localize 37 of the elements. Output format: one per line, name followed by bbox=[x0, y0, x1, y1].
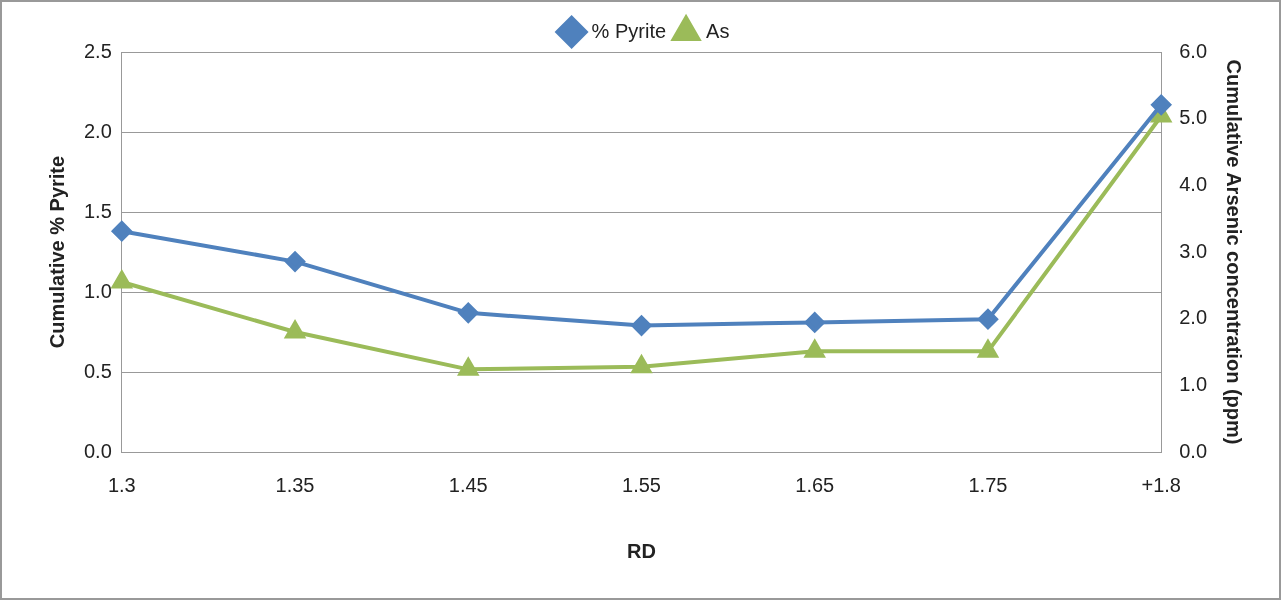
y2-tick-label: 1.0 bbox=[1179, 372, 1208, 395]
y-axis-title: Cumulative % Pyrite bbox=[45, 155, 68, 349]
x-tick-label: 1.3 bbox=[107, 473, 136, 496]
y2-tick-label: 2.0 bbox=[1179, 306, 1208, 329]
y-tick-label: 1.0 bbox=[83, 279, 112, 302]
legend-label: % Pyrite bbox=[591, 19, 667, 42]
y2-axis-title: Cumulative Arsenic concentration (ppm) bbox=[1223, 59, 1246, 445]
y-tick-label: 0.5 bbox=[83, 359, 112, 382]
x-tick-label: +1.8 bbox=[1141, 473, 1181, 496]
point bbox=[978, 340, 998, 358]
y2-tick-label: 3.0 bbox=[1179, 239, 1208, 262]
point bbox=[804, 340, 825, 358]
point bbox=[977, 309, 998, 330]
point bbox=[1151, 94, 1172, 115]
x-tick-label: 1.75 bbox=[968, 473, 1008, 496]
x-tick-label: 1.65 bbox=[795, 473, 835, 496]
y-tick-label: 0.0 bbox=[83, 439, 112, 462]
point bbox=[111, 221, 132, 242]
point bbox=[631, 315, 652, 336]
x-tick-label: 1.35 bbox=[275, 473, 315, 496]
y2-tick-label: 0.0 bbox=[1179, 439, 1208, 462]
y2-tick-label: 5.0 bbox=[1179, 106, 1208, 129]
point bbox=[285, 251, 306, 272]
legend-label: As bbox=[706, 19, 730, 42]
point bbox=[112, 271, 132, 289]
point bbox=[458, 358, 479, 376]
y2-tick-label: 6.0 bbox=[1179, 39, 1208, 62]
point bbox=[285, 321, 305, 339]
x-tick-label: 1.45 bbox=[448, 473, 488, 496]
y-tick-label: 1.5 bbox=[83, 199, 112, 222]
x-axis-title: RD bbox=[627, 539, 656, 562]
y2-tick-label: 4.0 bbox=[1179, 172, 1208, 195]
point bbox=[458, 302, 479, 323]
point bbox=[804, 312, 825, 333]
y-tick-label: 2.5 bbox=[83, 39, 112, 62]
x-tick-label: 1.55 bbox=[622, 473, 661, 496]
y-tick-label: 2.0 bbox=[83, 119, 112, 142]
